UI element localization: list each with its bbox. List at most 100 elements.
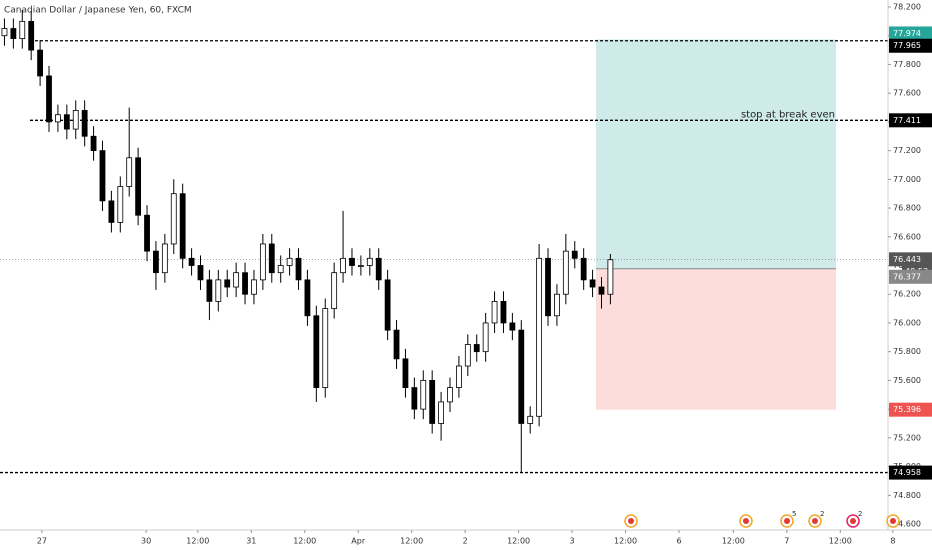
candle-body [420, 379, 427, 410]
event-flag [812, 518, 818, 524]
x-tick-label: 12:00 [186, 537, 209, 546]
candle-body [242, 272, 248, 295]
candle-body [63, 114, 70, 130]
y-tick-label: 76.200 [893, 290, 921, 299]
y-tick-label: 76.800 [893, 204, 921, 213]
candle-body [251, 279, 257, 295]
candle-body [456, 365, 462, 388]
candle-body [37, 49, 43, 77]
x-tick-label: 7 [784, 537, 789, 546]
candle-body [117, 186, 124, 223]
candle-body [562, 250, 569, 295]
candle-body [144, 214, 150, 252]
y-tick-label: 77.800 [893, 60, 921, 69]
price-label: 74.958 [893, 468, 921, 477]
candle-body [295, 257, 302, 281]
x-tick-label: 12:00 [722, 537, 745, 546]
candle-body [153, 250, 159, 274]
price-label: 77.974 [893, 29, 921, 38]
candle-body [197, 265, 204, 281]
candle-body [518, 329, 525, 424]
event-flag [784, 518, 790, 524]
price-label: 76.377 [893, 272, 921, 281]
candle-body [527, 415, 534, 424]
x-tick-label: 3 [570, 537, 575, 546]
price-label-box [889, 402, 932, 417]
event-count: 2 [858, 510, 862, 518]
candle-body [135, 157, 142, 216]
y-tick-label: 77.600 [893, 89, 921, 98]
y-tick-label: 75.800 [893, 347, 921, 356]
annotation: stop at break even [741, 109, 835, 120]
candle-body [366, 257, 373, 266]
candle-body [126, 157, 133, 187]
candle-body [304, 279, 311, 317]
event-flag [850, 518, 856, 524]
x-tick-label: 6 [676, 537, 681, 546]
candle-body [1, 28, 8, 37]
candle-body [393, 329, 400, 360]
candle-body [90, 135, 97, 152]
price-label-box [889, 252, 932, 267]
candle-body [402, 358, 409, 388]
candle-body [188, 257, 195, 266]
event-count: 5 [792, 510, 796, 518]
candle-body [55, 114, 61, 123]
event-count: 2 [820, 510, 824, 518]
event-flag [628, 518, 634, 524]
candle-body [571, 250, 578, 259]
price-label: 75.396 [893, 405, 921, 414]
x-tick-label: 12:00 [507, 537, 530, 546]
candle-body [554, 293, 560, 317]
y-tick-label: 76.600 [893, 232, 921, 241]
candle-body [509, 322, 516, 331]
candle-body [598, 286, 605, 295]
candle-body [545, 257, 551, 317]
candle-body [500, 301, 507, 324]
candle-body [375, 257, 382, 281]
x-tick-label: 12:00 [614, 537, 637, 546]
x-tick-label: 27 [37, 537, 47, 546]
candle-body [259, 243, 266, 281]
candle-body [438, 401, 444, 424]
price-label: 77.411 [893, 116, 921, 125]
candle-body [19, 20, 26, 39]
candle-body [277, 265, 284, 274]
stop-zone [596, 268, 836, 410]
candle-body [108, 200, 115, 223]
y-tick-label: 78.200 [893, 3, 921, 12]
candle-body [340, 257, 346, 274]
price-label-box [889, 465, 932, 480]
y-tick-label: 76.000 [893, 318, 921, 327]
y-tick-label: 74.800 [893, 491, 921, 500]
candle-body [161, 243, 168, 274]
y-tick-label: 75.600 [893, 376, 921, 385]
candle-body [349, 257, 355, 266]
y-tick-label: 74.600 [893, 520, 921, 529]
candle-body [268, 243, 275, 274]
x-tick-label: 31 [246, 537, 256, 546]
candle-body [170, 193, 177, 245]
candle-body [286, 257, 293, 266]
candle-body [224, 279, 231, 288]
candle-body [447, 387, 453, 403]
x-tick-label: 12:00 [293, 537, 316, 546]
price-label: 77.965 [893, 41, 921, 50]
price-label-box [889, 113, 932, 128]
price-label-box [889, 26, 932, 41]
y-tick-label: 77.200 [893, 146, 921, 155]
candle-body [179, 193, 186, 259]
events: 5 2 2 [624, 510, 900, 528]
candle-body [46, 75, 52, 123]
x-tick-label: 30 [141, 537, 151, 546]
x-tick-label: 12:00 [400, 537, 423, 546]
candle-body [580, 257, 587, 281]
candle-body [357, 265, 364, 267]
candle-body [215, 279, 222, 302]
candle-body [491, 301, 498, 324]
candle-body [411, 387, 418, 410]
candle-body [99, 150, 106, 202]
x-tick-label: Apr [351, 537, 366, 546]
